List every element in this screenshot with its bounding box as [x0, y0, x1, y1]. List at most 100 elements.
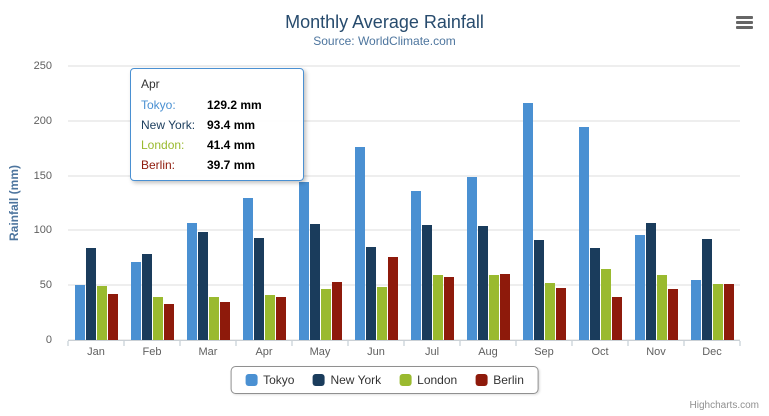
tooltip-series-label: London: — [141, 138, 185, 152]
bar-tokyo-nov[interactable] — [634, 235, 645, 340]
tooltip-header: Apr — [141, 77, 160, 91]
bar-new-york-apr[interactable] — [253, 237, 264, 340]
x-tick-mark — [179, 341, 181, 346]
x-tick-label-mar: Mar — [198, 346, 218, 358]
gridline — [68, 229, 740, 231]
bar-london-nov[interactable] — [656, 275, 667, 340]
legend-label: London — [417, 373, 458, 387]
gridline — [68, 120, 740, 122]
bar-tokyo-apr[interactable] — [242, 198, 253, 340]
chart-subtitle: Source: WorldClimate.com — [313, 34, 456, 48]
bar-london-feb[interactable] — [152, 297, 163, 340]
y-tick-label: 100 — [33, 224, 52, 237]
legend-item-new-york[interactable]: New York — [312, 373, 381, 387]
x-tick-mark — [571, 341, 573, 346]
bar-group-nov — [628, 66, 684, 340]
hamburger-line — [736, 21, 753, 24]
x-tick-mark — [627, 341, 629, 346]
tooltip-value: 39.7 mm — [207, 158, 256, 172]
bar-tokyo-jul[interactable] — [410, 191, 421, 340]
x-tick-label-may: May — [309, 346, 331, 358]
bar-new-york-sep[interactable] — [533, 240, 544, 340]
bar-new-york-jun[interactable] — [365, 247, 376, 340]
bar-london-apr[interactable] — [264, 294, 275, 340]
bar-new-york-may[interactable] — [309, 223, 320, 340]
bar-berlin-feb[interactable] — [163, 303, 174, 340]
bar-berlin-mar[interactable] — [219, 302, 230, 340]
legend-label: Berlin — [493, 373, 524, 387]
bar-new-york-mar[interactable] — [197, 232, 208, 340]
bar-new-york-dec[interactable] — [701, 238, 712, 340]
legend-item-tokyo[interactable]: Tokyo — [245, 373, 294, 387]
bar-tokyo-sep[interactable] — [522, 102, 533, 340]
bar-london-mar[interactable] — [208, 296, 219, 340]
bar-berlin-jan[interactable] — [107, 293, 118, 340]
credits-link[interactable]: Highcharts.com — [689, 400, 759, 411]
tooltip-series-label: Berlin: — [141, 158, 176, 172]
x-tick-mark — [235, 341, 237, 346]
bar-group-feb — [124, 66, 180, 340]
bar-group-oct — [572, 66, 628, 340]
bar-berlin-may[interactable] — [331, 282, 342, 340]
bar-group-jul — [404, 66, 460, 340]
bar-tokyo-dec[interactable] — [690, 280, 701, 340]
y-tick-label: 0 — [45, 334, 52, 346]
bar-new-york-jan[interactable] — [85, 248, 96, 340]
bar-berlin-sep[interactable] — [555, 287, 566, 340]
bar-new-york-jul[interactable] — [421, 224, 432, 340]
bar-groups — [68, 66, 740, 340]
bar-tokyo-aug[interactable] — [466, 177, 477, 340]
tooltip-value: 93.4 mm — [207, 118, 256, 132]
plot-area — [68, 65, 740, 341]
bar-berlin-jun[interactable] — [387, 257, 398, 340]
bar-london-jun[interactable] — [376, 287, 387, 340]
bar-tokyo-feb[interactable] — [130, 261, 141, 340]
bar-berlin-aug[interactable] — [499, 273, 510, 340]
hamburger-line — [736, 26, 753, 29]
bar-group-dec — [684, 66, 740, 340]
bar-group-may — [292, 66, 348, 340]
bar-london-may[interactable] — [320, 288, 331, 340]
y-tick-label: 250 — [33, 60, 52, 72]
x-tick-mark — [683, 341, 685, 346]
bar-group-mar — [180, 66, 236, 340]
bar-london-sep[interactable] — [544, 282, 555, 340]
x-tick-mark — [347, 341, 349, 346]
bar-new-york-feb[interactable] — [141, 253, 152, 340]
bar-london-jan[interactable] — [96, 286, 107, 340]
legend-symbol — [245, 374, 258, 386]
x-axis-labels: Jan Feb Mar Apr May Jun Jul Aug Sep Oct Nov Dec — [68, 346, 740, 358]
bar-berlin-apr[interactable] — [275, 296, 286, 340]
hamburger-line — [736, 16, 753, 19]
bar-new-york-aug[interactable] — [477, 225, 488, 340]
bar-london-jul[interactable] — [432, 275, 443, 340]
legend-symbol — [312, 374, 325, 386]
bar-berlin-dec[interactable] — [723, 284, 734, 340]
legend-item-berlin[interactable]: Berlin — [475, 373, 524, 387]
bar-london-aug[interactable] — [488, 274, 499, 340]
bar-new-york-oct[interactable] — [589, 248, 600, 340]
gridline — [68, 65, 740, 67]
bar-tokyo-oct[interactable] — [578, 127, 589, 340]
bar-london-dec[interactable] — [712, 283, 723, 340]
bar-tokyo-jun[interactable] — [354, 147, 365, 340]
hamburger-icon[interactable] — [736, 16, 753, 29]
legend-item-london[interactable]: London — [399, 373, 457, 387]
bar-group-aug — [460, 66, 516, 340]
x-tick-mark — [403, 341, 405, 346]
legend-label: New York — [330, 373, 382, 387]
x-tick-label-oct: Oct — [591, 346, 609, 358]
bar-tokyo-may[interactable] — [298, 182, 309, 340]
bar-tokyo-jan[interactable] — [74, 285, 85, 340]
bar-berlin-jul[interactable] — [443, 277, 454, 340]
bar-london-oct[interactable] — [600, 268, 611, 340]
bar-new-york-nov[interactable] — [645, 223, 656, 340]
x-tick-mark — [67, 341, 69, 346]
tooltip-value: 41.4 mm — [207, 138, 256, 152]
bar-berlin-oct[interactable] — [611, 297, 622, 340]
y-tick-label: 150 — [33, 169, 52, 182]
bar-berlin-nov[interactable] — [667, 288, 678, 340]
x-tick-label-aug: Aug — [478, 346, 498, 358]
x-tick-label-apr: Apr — [255, 346, 273, 358]
bar-tokyo-mar[interactable] — [186, 223, 197, 340]
